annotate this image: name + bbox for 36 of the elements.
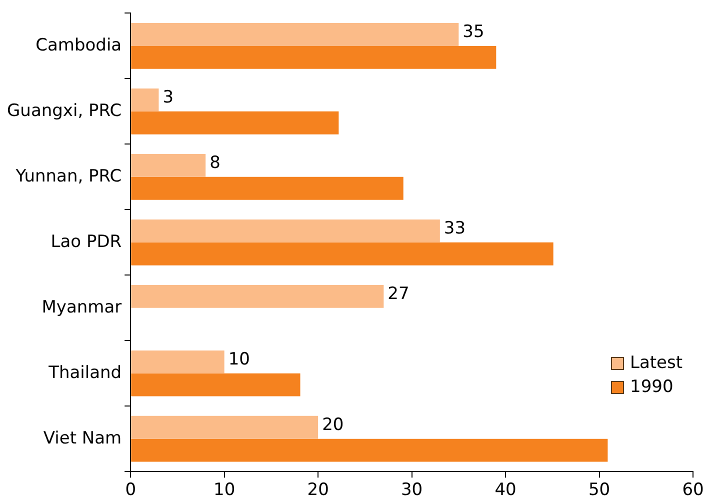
bar: [131, 111, 339, 134]
bar: [131, 350, 224, 374]
x-tick-label: 40: [494, 480, 516, 500]
bar: [131, 46, 496, 69]
bar: [131, 416, 318, 439]
y-tick-label: Thailand: [48, 362, 122, 383]
bar: [131, 176, 404, 200]
bar: [131, 438, 608, 462]
bar: [131, 219, 440, 242]
data-label: 20: [322, 414, 344, 435]
data-label: 10: [228, 349, 250, 370]
legend-label: 1990: [630, 377, 674, 398]
bar: [131, 242, 554, 266]
x-tick-label: 60: [682, 480, 704, 500]
y-tick-label: Myanmar: [42, 297, 122, 318]
data-label: 8: [210, 152, 220, 173]
y-tick-label: Yunnan, PRC: [14, 166, 122, 186]
data-label: 33: [444, 218, 466, 238]
x-tick-label: 20: [307, 480, 329, 500]
x-tick-label: 0: [125, 480, 136, 500]
y-tick-label: Cambodia: [36, 35, 122, 56]
legend-label: Latest: [630, 353, 683, 374]
data-label: 35: [462, 22, 484, 42]
bar: [131, 284, 384, 308]
y-tick-label: Viet Nam: [43, 428, 122, 448]
x-tick-label: 50: [588, 480, 610, 500]
x-tick-label: 30: [400, 480, 423, 500]
bar: [131, 88, 159, 112]
bar: [131, 154, 206, 177]
y-tick-label: Lao PDR: [50, 232, 122, 252]
y-tick-label: Guangxi, PRC: [7, 100, 122, 121]
bar: [131, 23, 459, 46]
data-label: 27: [388, 284, 410, 304]
x-tick-label: 10: [214, 480, 236, 500]
data-label: 3: [162, 87, 174, 108]
bar: [131, 373, 300, 396]
